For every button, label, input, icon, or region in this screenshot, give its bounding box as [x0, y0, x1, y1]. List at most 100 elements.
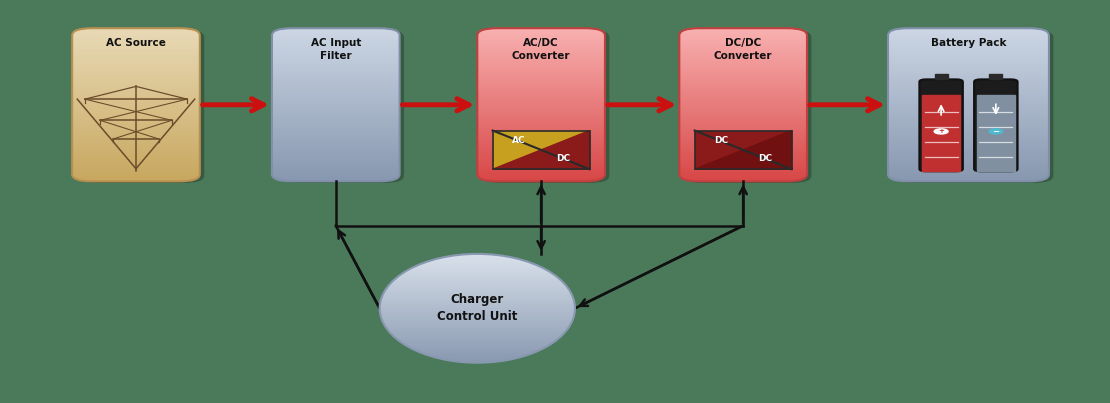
- Bar: [272, 40, 400, 44]
- Bar: [888, 104, 1049, 108]
- Bar: [272, 175, 400, 178]
- Bar: [477, 120, 605, 123]
- Bar: [679, 52, 807, 56]
- Bar: [477, 104, 605, 108]
- Bar: [72, 132, 200, 135]
- Bar: [72, 46, 200, 50]
- Bar: [272, 160, 400, 163]
- FancyBboxPatch shape: [482, 30, 609, 183]
- Bar: [272, 34, 400, 37]
- Bar: [72, 116, 200, 120]
- Bar: [272, 58, 400, 62]
- Bar: [679, 166, 807, 169]
- Bar: [888, 120, 1049, 123]
- Bar: [679, 144, 807, 147]
- Bar: [477, 116, 605, 120]
- Bar: [679, 126, 807, 129]
- Bar: [380, 270, 575, 273]
- Bar: [272, 62, 400, 65]
- Bar: [272, 162, 400, 166]
- Bar: [679, 92, 807, 96]
- Bar: [72, 154, 200, 157]
- Bar: [888, 40, 1049, 44]
- Bar: [679, 141, 807, 145]
- Bar: [679, 162, 807, 166]
- Bar: [888, 43, 1049, 47]
- Bar: [888, 98, 1049, 102]
- Bar: [477, 89, 605, 93]
- Bar: [272, 110, 400, 114]
- Bar: [477, 31, 605, 34]
- Bar: [695, 131, 791, 169]
- Bar: [477, 95, 605, 99]
- Bar: [72, 123, 200, 126]
- Bar: [272, 104, 400, 108]
- Bar: [380, 280, 575, 284]
- Bar: [679, 74, 807, 77]
- Bar: [477, 138, 605, 141]
- Bar: [477, 43, 605, 47]
- Bar: [72, 141, 200, 145]
- Bar: [679, 108, 807, 111]
- Bar: [477, 98, 605, 102]
- Bar: [72, 110, 200, 114]
- Bar: [888, 169, 1049, 172]
- Bar: [477, 55, 605, 59]
- Bar: [272, 68, 400, 71]
- Bar: [380, 259, 575, 262]
- Bar: [272, 43, 400, 47]
- Bar: [380, 289, 575, 292]
- Bar: [679, 114, 807, 117]
- Bar: [477, 141, 605, 145]
- Bar: [477, 46, 605, 50]
- Bar: [380, 262, 575, 265]
- Bar: [72, 169, 200, 172]
- Bar: [272, 169, 400, 172]
- Bar: [72, 138, 200, 141]
- Bar: [477, 58, 605, 62]
- Circle shape: [989, 129, 1002, 134]
- Polygon shape: [695, 131, 791, 169]
- Bar: [477, 172, 605, 175]
- Bar: [272, 31, 400, 34]
- Bar: [72, 28, 200, 31]
- Text: DC: DC: [714, 137, 728, 145]
- Bar: [679, 46, 807, 50]
- Bar: [888, 108, 1049, 111]
- Bar: [72, 95, 200, 99]
- Bar: [679, 138, 807, 141]
- Bar: [380, 294, 575, 297]
- Bar: [380, 308, 575, 311]
- Bar: [888, 46, 1049, 50]
- Bar: [272, 108, 400, 111]
- Bar: [888, 141, 1049, 145]
- Bar: [695, 131, 791, 169]
- Text: DC: DC: [556, 154, 571, 163]
- Bar: [888, 49, 1049, 53]
- Bar: [679, 123, 807, 126]
- Bar: [477, 144, 605, 147]
- Bar: [72, 114, 200, 117]
- Bar: [679, 175, 807, 178]
- Bar: [477, 178, 605, 181]
- Bar: [380, 278, 575, 281]
- Bar: [477, 64, 605, 68]
- Bar: [272, 101, 400, 105]
- Bar: [272, 135, 400, 139]
- FancyBboxPatch shape: [477, 28, 605, 181]
- Bar: [477, 135, 605, 139]
- Bar: [888, 74, 1049, 77]
- Bar: [380, 346, 575, 349]
- Bar: [72, 144, 200, 147]
- Bar: [679, 37, 807, 40]
- Bar: [72, 58, 200, 62]
- Bar: [380, 300, 575, 303]
- Bar: [72, 43, 200, 47]
- Text: AC Source: AC Source: [107, 38, 165, 48]
- Bar: [477, 49, 605, 53]
- Bar: [679, 116, 807, 120]
- Bar: [888, 64, 1049, 68]
- Bar: [888, 116, 1049, 120]
- Bar: [380, 302, 575, 305]
- Bar: [380, 256, 575, 260]
